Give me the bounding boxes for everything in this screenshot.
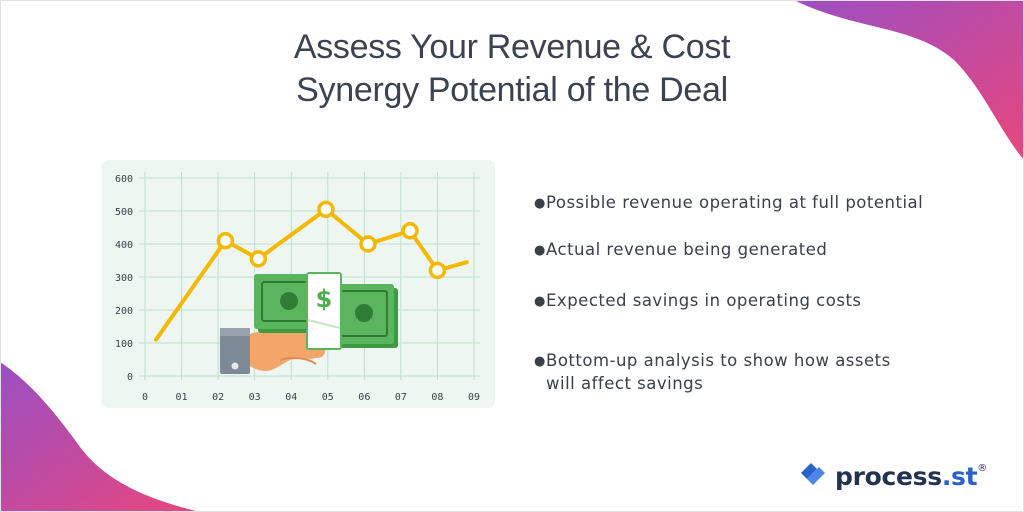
bullet-dot-icon: ● [534,294,546,309]
svg-text:$: $ [316,285,333,313]
x-tick-label: 06 [358,392,370,403]
bullet-dot-icon: ● [534,354,546,369]
data-point-marker [359,235,377,253]
x-tick-label: 07 [395,392,407,403]
corner-decoration-top-right [794,0,1024,160]
chart-series [153,200,469,342]
y-tick-label: 500 [115,207,133,218]
x-tick-label: 0 [142,392,148,403]
logo-wordmark: process.st® [835,451,987,495]
data-point-marker [216,231,235,250]
bullet-dot-icon: ● [534,196,546,211]
x-tick-label: 08 [431,392,443,403]
bullet-text: Bottom-up analysis to show how assets [546,351,891,370]
bullet-item: ●Bottom-up analysis to show how assets w… [534,350,891,395]
x-tick-label: 01 [176,392,188,403]
bullet-text-continued: will affect savings [546,374,704,393]
bullet-dot-icon: ● [534,243,546,258]
logo-name: process [835,462,942,491]
y-axis-labels: 0 100 200 300 400 500 600 [115,174,133,383]
x-tick-label: 09 [468,392,480,403]
data-point-marker [317,200,335,219]
x-tick-label: 02 [212,392,224,403]
x-axis-labels: 0 01 02 03 04 05 06 07 08 09 [142,392,480,403]
bullet-text: Possible revenue operating at full poten… [546,193,924,212]
x-tick-label: 05 [322,392,334,403]
x-tick-label: 03 [249,392,261,403]
page-title: Assess Your Revenue & Cost Synergy Poten… [0,26,1024,112]
y-tick-label: 600 [115,174,133,185]
revenue-chart: 0 100 200 300 400 500 600 0 01 02 03 04 05 06 07 08 09 [102,160,495,408]
process-st-logo-icon [801,463,825,485]
data-point-marker [401,222,419,240]
bullet-item: ●Possible revenue operating at full pote… [534,192,923,215]
hand-holding-money-icon: $ [220,272,398,374]
y-tick-label: 400 [115,240,133,251]
bullet-item: ●Expected savings in operating costs [534,290,862,313]
logo-suffix: .st [941,462,978,491]
corner-decoration-bottom-left [0,362,200,512]
title-line-1: Assess Your Revenue & Cost [293,28,731,66]
data-point-marker [249,250,268,268]
y-tick-label: 100 [115,339,133,350]
data-point-marker [428,261,447,280]
logo-registered-mark: ® [977,463,987,474]
y-tick-label: 200 [115,306,133,317]
title-line-2: Synergy Potential of the Deal [296,71,728,109]
y-tick-label: 300 [115,273,133,284]
y-tick-label: 0 [127,372,133,383]
bullet-text: Expected savings in operating costs [546,291,862,310]
bullet-item: ●Actual revenue being generated [534,239,827,262]
chart-svg: 0 100 200 300 400 500 600 0 01 02 03 04 05 06 07 08 09 [102,160,495,408]
bullet-text: Actual revenue being generated [546,240,828,259]
x-tick-label: 04 [285,392,297,403]
process-st-logo[interactable]: process.st® [797,451,987,495]
